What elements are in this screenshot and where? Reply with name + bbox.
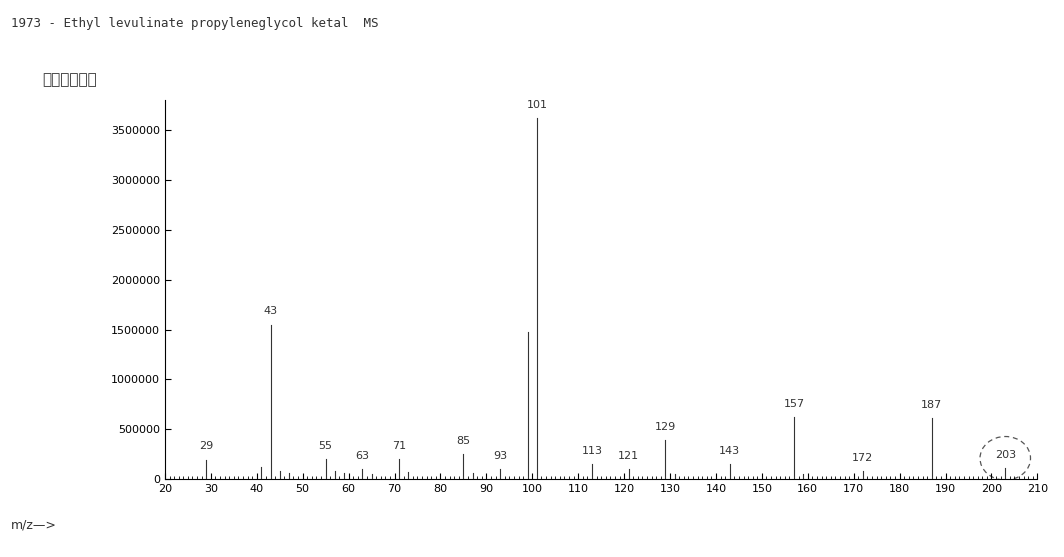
Text: 203: 203	[995, 449, 1016, 460]
Text: m/z—>: m/z—>	[11, 518, 56, 531]
Text: 172: 172	[852, 453, 874, 463]
Text: 113: 113	[581, 446, 602, 456]
Text: 121: 121	[618, 451, 639, 461]
Text: 85: 85	[456, 436, 470, 446]
Text: 143: 143	[719, 446, 741, 456]
Text: 29: 29	[199, 441, 214, 451]
Text: 157: 157	[783, 399, 804, 409]
Text: 63: 63	[355, 451, 369, 461]
Text: 55: 55	[318, 441, 333, 451]
Text: 187: 187	[921, 400, 943, 410]
Text: アバンダンス: アバンダンス	[43, 72, 97, 87]
Text: 1973 - Ethyl levulinate propyleneglycol ketal  MS: 1973 - Ethyl levulinate propyleneglycol …	[11, 17, 378, 30]
Text: 71: 71	[392, 441, 406, 451]
Text: 101: 101	[527, 100, 547, 110]
Text: 93: 93	[493, 451, 508, 461]
Text: 43: 43	[264, 306, 278, 316]
Text: 129: 129	[654, 422, 676, 432]
